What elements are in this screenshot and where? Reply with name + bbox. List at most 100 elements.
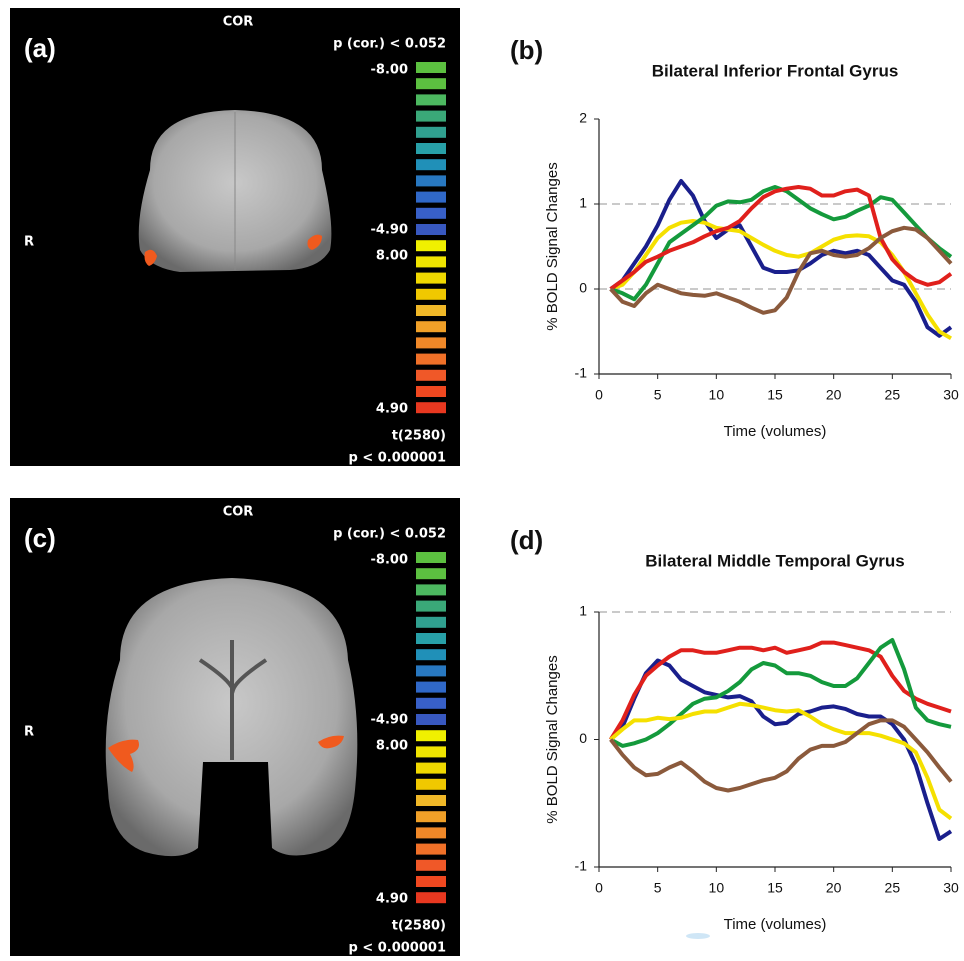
scale-label: 4.90 [376,402,408,417]
y-tick-label: 2 [579,110,587,126]
colorbar-block [416,288,446,300]
series-line [609,179,953,338]
activation-blob [318,735,344,749]
colorbar-block [416,94,446,106]
x-tick-label: 25 [885,880,901,896]
x-axis-label: Time (volumes) [724,916,827,933]
colorbar-block [416,697,446,709]
x-tick-label: 15 [767,880,783,896]
threshold: p (cor.) < 0.052 [333,37,446,52]
y-tick-label: -1 [575,858,588,874]
chart-title: Bilateral Middle Temporal Gyrus [645,551,904,570]
colorbar-block [416,859,446,871]
scale-label: 4.90 [376,892,408,907]
y-axis-label: % BOLD Signal Changes [544,162,561,330]
statistic: t(2580) [392,429,446,444]
colorbar-block [416,827,446,839]
x-tick-label: 10 [709,880,725,896]
x-tick-label: 0 [595,387,603,403]
scale-label: -8.00 [371,63,408,78]
p-value: p < 0.000001 [348,451,446,466]
colorbar-block [416,126,446,138]
colorbar-block [416,795,446,806]
y-tick-label: -1 [575,365,588,381]
scale-label: 8.00 [376,739,408,754]
colorbar-block [416,811,446,823]
ventricles [198,640,268,760]
colorbar-block [416,552,446,563]
scale-label: -4.90 [371,713,408,728]
series-line [609,638,952,748]
colorbar-block [416,633,446,644]
x-tick-label: 15 [767,387,783,403]
colorbar-block [416,386,446,397]
colorbar-block [416,746,446,758]
x-tick-label: 5 [654,387,662,403]
colorbar-block [416,892,446,904]
series-line [609,225,953,315]
scale-label: -8.00 [371,553,408,568]
series-line [608,640,952,741]
side-label: R [24,235,34,250]
x-tick-label: 0 [595,880,603,896]
colorbar-block [416,649,446,661]
x-tick-label: 20 [826,387,842,403]
colorbar-block [416,305,446,316]
colorbar-block [416,207,446,219]
y-tick-label: 0 [579,280,587,296]
colorbar-block [416,778,446,790]
colorbar-block [416,584,446,596]
colorbar-block [416,78,446,90]
colorbar-block [416,240,446,252]
y-axis-label: % BOLD Signal Changes [544,655,561,823]
colorbar-block [416,62,446,73]
colorbar-block [416,321,446,333]
panel-label: (b) [510,35,543,65]
x-tick-label: 30 [943,387,959,403]
chart-title: Bilateral Inferior Frontal Gyrus [652,61,899,80]
x-tick-label: 30 [943,880,959,896]
colorbar-block [416,337,446,349]
colorbar-block [416,224,446,235]
y-tick-label: 1 [579,603,587,619]
colorbar-block [416,600,446,612]
colorbar-block [416,159,446,171]
colorbar-block [416,714,446,725]
activation-blob [144,249,157,266]
scale-label: -4.90 [371,223,408,238]
view-label: COR [223,15,254,30]
series-line [610,219,953,341]
scale-label: 8.00 [376,249,408,264]
colorbar-block [416,568,446,580]
threshold: p (cor.) < 0.052 [333,527,446,542]
y-tick-label: 1 [579,195,587,211]
colorbar-block [416,191,446,203]
series-line [609,658,953,841]
activation-blob [108,739,139,772]
x-tick-label: 25 [885,387,901,403]
series-line [609,718,953,793]
colorbar-block [416,762,446,774]
artifact [686,933,710,939]
colorbar-block [416,843,446,855]
panel-label: (d) [510,525,543,555]
panel-label: (a) [24,33,56,63]
colorbar-block [416,110,446,122]
activation-blob [307,234,322,250]
statistic: t(2580) [392,919,446,934]
x-tick-label: 10 [709,387,725,403]
series-line [609,701,953,821]
p-value: p < 0.000001 [348,941,446,956]
colorbar-block [416,353,446,365]
colorbar-block [416,681,446,693]
colorbar-block [416,402,446,414]
colorbar-block [416,665,446,677]
panel-label: (c) [24,523,56,553]
side-label: R [24,725,34,740]
x-axis-label: Time (volumes) [724,423,827,440]
colorbar-block [416,876,446,887]
x-tick-label: 20 [826,880,842,896]
colorbar-block [416,616,446,628]
colorbar-block [416,272,446,284]
colorbar-block [416,175,446,187]
